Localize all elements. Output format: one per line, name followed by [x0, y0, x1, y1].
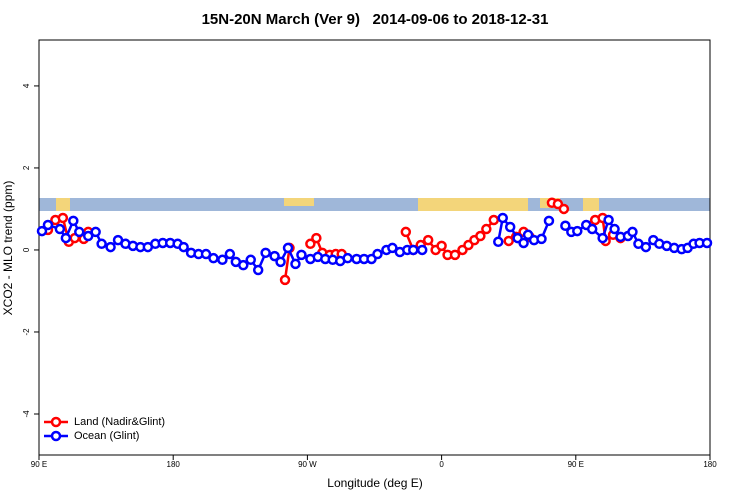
data-point — [96, 238, 107, 250]
data-point — [238, 259, 249, 271]
data-point — [42, 219, 54, 231]
legend-label: Ocean (Glint) — [74, 430, 139, 442]
data-point — [296, 249, 307, 261]
data-point — [372, 248, 383, 260]
data-point — [408, 244, 419, 256]
data-point — [68, 215, 79, 227]
data-point — [422, 234, 434, 246]
data-point — [536, 233, 547, 245]
y-axis-label: XCO2 - MLO trend (ppm) — [1, 181, 15, 316]
data-point — [279, 274, 291, 286]
data-point — [105, 241, 116, 253]
data-point — [60, 232, 72, 244]
data-point — [217, 254, 228, 266]
data-point — [488, 214, 500, 226]
y-tick-label: -4 — [22, 410, 31, 418]
data-point — [558, 203, 570, 215]
data-point — [208, 252, 219, 264]
data-point — [400, 226, 412, 238]
data-point — [603, 214, 614, 226]
data-point — [436, 240, 447, 252]
data-point — [57, 212, 69, 224]
data-point — [82, 230, 94, 242]
data-point — [543, 215, 555, 227]
data-point — [74, 226, 85, 238]
x-tick-label: 90 E — [568, 460, 584, 469]
data-point — [245, 254, 256, 266]
map-strip — [39, 198, 710, 211]
data-point — [36, 225, 48, 237]
data-point — [260, 247, 271, 259]
data-point — [90, 226, 101, 238]
plot-frame — [38, 39, 711, 456]
data-point — [609, 223, 620, 235]
data-point — [311, 232, 322, 244]
data-point — [518, 237, 529, 249]
x-tick-label: 180 — [703, 460, 717, 469]
data-point — [627, 226, 638, 238]
x-tick-label: 90 E — [31, 460, 47, 469]
data-point — [282, 242, 294, 254]
data-point — [416, 244, 428, 256]
data-point — [269, 250, 280, 262]
legend-marker — [50, 430, 62, 442]
y-tick-label: 2 — [22, 165, 31, 170]
x-axis-label: Longitude (deg E) — [327, 476, 422, 490]
data-point — [493, 236, 504, 248]
data-point — [572, 225, 583, 237]
data-point — [275, 256, 286, 268]
data-point — [560, 220, 571, 232]
x-tick-label: 0 — [439, 460, 444, 469]
x-tick-label: 90 W — [298, 460, 317, 469]
data-point — [586, 223, 598, 235]
data-point — [224, 248, 236, 260]
data-point — [475, 230, 486, 242]
y-tick-label: -2 — [22, 328, 31, 336]
data-point — [701, 237, 713, 249]
data-point — [178, 241, 189, 253]
data-point — [640, 241, 652, 253]
data-point — [305, 238, 316, 250]
x-tick-label: 180 — [167, 460, 181, 469]
data-point — [504, 221, 516, 233]
data-point — [54, 223, 66, 235]
y-tick-label: 0 — [22, 247, 31, 252]
data-point — [387, 242, 398, 254]
chart-title: 15N-20N March (Ver 9) 2014-09-06 to 2018… — [202, 11, 549, 28]
data-point — [342, 252, 353, 264]
legend-label: Land (Nadir&Glint) — [74, 416, 165, 428]
y-tick-label: 4 — [22, 83, 31, 88]
data-point — [503, 235, 514, 247]
data-point — [497, 212, 508, 224]
data-point — [290, 258, 301, 270]
data-point — [597, 232, 608, 244]
data-point — [200, 248, 212, 260]
data-point — [252, 264, 264, 276]
legend-marker — [50, 416, 62, 428]
data-point — [481, 223, 492, 235]
data-point — [449, 249, 461, 261]
